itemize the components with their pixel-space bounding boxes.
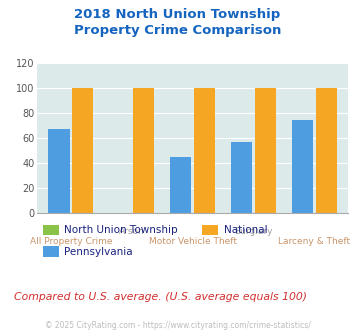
Text: National: National [224,225,267,235]
Text: 2018 North Union Township
Property Crime Comparison: 2018 North Union Township Property Crime… [74,8,281,37]
Bar [292,120,313,213]
Bar [48,129,70,213]
Bar [133,88,154,213]
Text: North Union Township: North Union Township [64,225,178,235]
Text: Arson: Arson [119,227,144,236]
Bar [316,88,337,213]
Text: Compared to U.S. average. (U.S. average equals 100): Compared to U.S. average. (U.S. average … [14,292,307,302]
Bar [231,142,252,213]
Bar [194,88,215,213]
Text: All Property Crime: All Property Crime [29,237,112,246]
Text: © 2025 CityRating.com - https://www.cityrating.com/crime-statistics/: © 2025 CityRating.com - https://www.city… [45,321,310,330]
Text: Larceny & Theft: Larceny & Theft [278,237,350,246]
Text: Motor Vehicle Theft: Motor Vehicle Theft [149,237,236,246]
Bar [170,156,191,213]
Bar [72,88,93,213]
Text: Pennsylvania: Pennsylvania [64,247,132,257]
Text: Burglary: Burglary [234,227,273,236]
Bar [255,88,276,213]
